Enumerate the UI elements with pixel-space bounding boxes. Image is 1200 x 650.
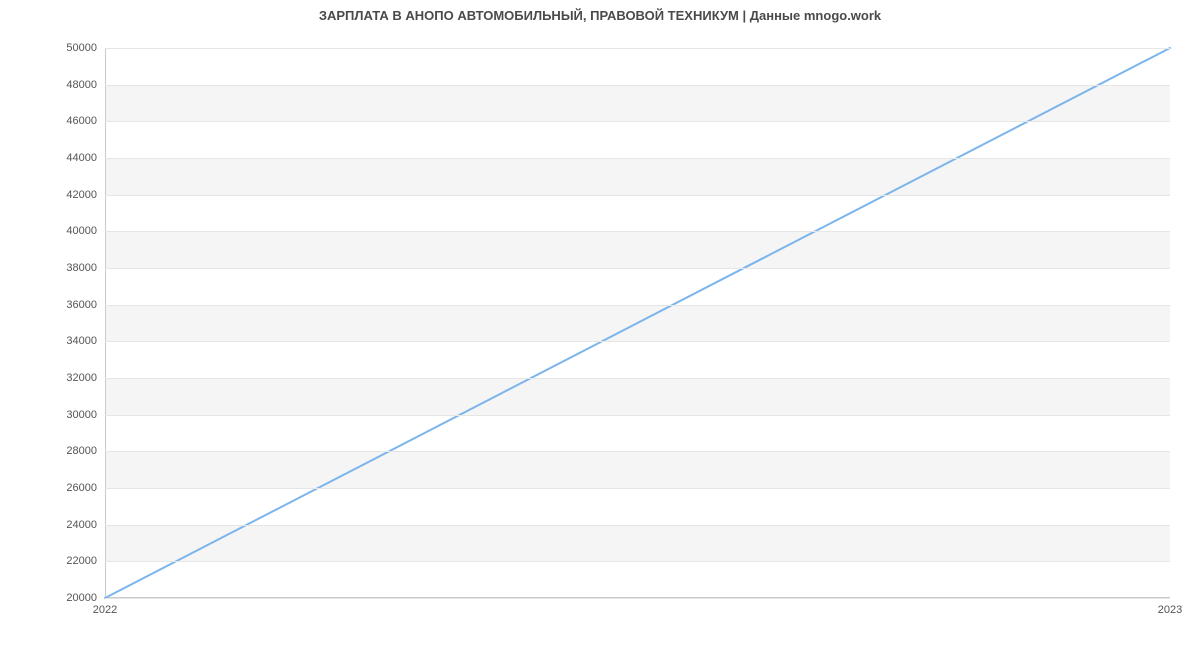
x-tick-label: 2022 [93, 598, 117, 616]
y-tick-label: 50000 [66, 42, 105, 54]
y-tick-label: 30000 [66, 409, 105, 421]
y-gridline [105, 561, 1170, 562]
x-tick-label: 2023 [1158, 598, 1182, 616]
y-tick-label: 38000 [66, 262, 105, 274]
y-gridline [105, 525, 1170, 526]
chart-title: ЗАРПЛАТА В АНОПО АВТОМОБИЛЬНЫЙ, ПРАВОВОЙ… [0, 8, 1200, 23]
y-tick-label: 36000 [66, 299, 105, 311]
y-gridline [105, 378, 1170, 379]
y-gridline [105, 158, 1170, 159]
y-gridline [105, 341, 1170, 342]
y-gridline [105, 268, 1170, 269]
y-gridline [105, 451, 1170, 452]
y-gridline [105, 121, 1170, 122]
y-tick-label: 44000 [66, 152, 105, 164]
y-tick-label: 40000 [66, 225, 105, 237]
y-tick-label: 24000 [66, 519, 105, 531]
series-line-salary [105, 48, 1170, 598]
y-tick-label: 26000 [66, 482, 105, 494]
y-gridline [105, 85, 1170, 86]
y-gridline [105, 488, 1170, 489]
y-tick-label: 46000 [66, 115, 105, 127]
y-tick-label: 34000 [66, 335, 105, 347]
y-tick-label: 42000 [66, 189, 105, 201]
y-tick-label: 28000 [66, 445, 105, 457]
line-series-svg [105, 48, 1170, 598]
y-gridline [105, 231, 1170, 232]
y-tick-label: 48000 [66, 79, 105, 91]
y-tick-label: 22000 [66, 555, 105, 567]
plot-area: 2000022000240002600028000300003200034000… [105, 48, 1170, 598]
y-gridline [105, 48, 1170, 49]
salary-line-chart: ЗАРПЛАТА В АНОПО АВТОМОБИЛЬНЫЙ, ПРАВОВОЙ… [0, 0, 1200, 650]
y-tick-label: 32000 [66, 372, 105, 384]
y-gridline [105, 305, 1170, 306]
y-gridline [105, 598, 1170, 599]
y-gridline [105, 195, 1170, 196]
y-gridline [105, 415, 1170, 416]
